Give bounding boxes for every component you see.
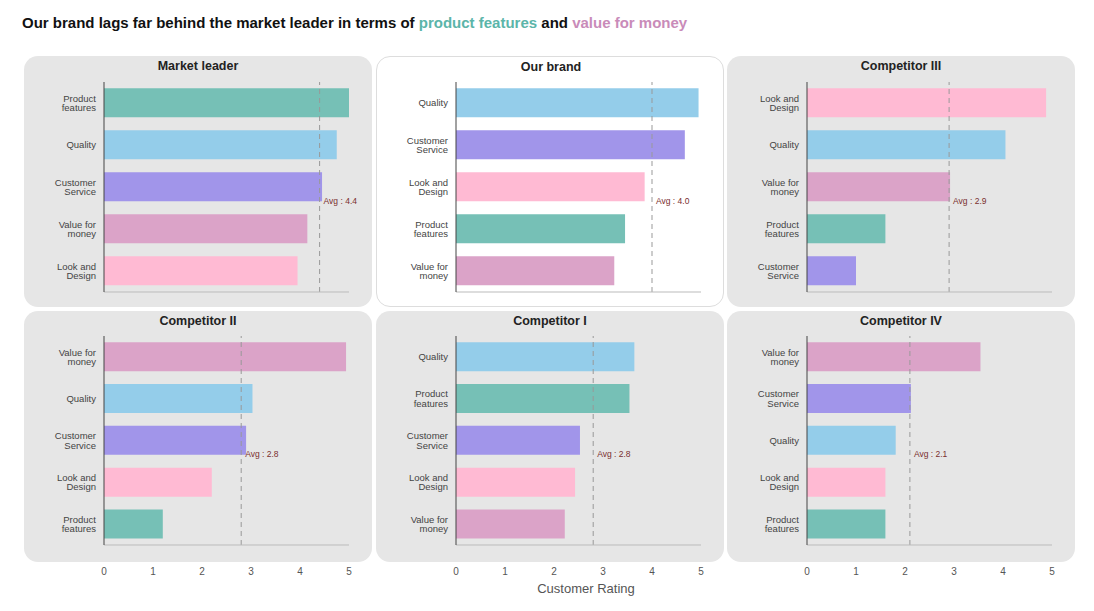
svg-text:Quality: Quality bbox=[418, 351, 448, 362]
svg-text:CustomerService: CustomerService bbox=[55, 177, 96, 198]
svg-text:2: 2 bbox=[199, 566, 205, 577]
svg-text:CustomerService: CustomerService bbox=[407, 135, 448, 156]
svg-text:Productfeatures: Productfeatures bbox=[414, 219, 449, 240]
svg-text:1: 1 bbox=[150, 566, 156, 577]
svg-text:Look andDesign: Look andDesign bbox=[760, 472, 799, 493]
svg-text:3: 3 bbox=[600, 566, 606, 577]
svg-text:Look andDesign: Look andDesign bbox=[57, 261, 96, 282]
svg-text:3: 3 bbox=[951, 566, 957, 577]
svg-text:3: 3 bbox=[248, 566, 254, 577]
svg-text:Avg : 4.4: Avg : 4.4 bbox=[324, 196, 358, 206]
svg-text:CustomerService: CustomerService bbox=[758, 388, 799, 409]
svg-text:Productfeatures: Productfeatures bbox=[62, 514, 97, 535]
svg-text:0: 0 bbox=[804, 566, 810, 577]
svg-text:Avg : 4.0: Avg : 4.0 bbox=[656, 196, 690, 206]
svg-text:Look andDesign: Look andDesign bbox=[760, 93, 799, 114]
svg-text:2: 2 bbox=[551, 566, 557, 577]
svg-text:CustomerService: CustomerService bbox=[407, 430, 448, 451]
svg-text:Quality: Quality bbox=[66, 393, 96, 404]
html-text:Competitor IV: Competitor IV bbox=[860, 314, 942, 328]
svg-text:Value formoney: Value formoney bbox=[59, 347, 97, 368]
html-text:Our brand lags far behind the: Our brand lags far behind the market lea… bbox=[22, 14, 688, 31]
html-text:Competitor II: Competitor II bbox=[159, 314, 237, 328]
svg-text:Avg : 2.8: Avg : 2.8 bbox=[245, 449, 279, 459]
svg-text:Value formoney: Value formoney bbox=[762, 347, 800, 368]
svg-text:5: 5 bbox=[346, 566, 352, 577]
svg-text:Productfeatures: Productfeatures bbox=[414, 388, 449, 409]
svg-text:CustomerService: CustomerService bbox=[55, 430, 96, 451]
svg-text:4: 4 bbox=[297, 566, 303, 577]
svg-text:Quality: Quality bbox=[769, 435, 799, 446]
svg-text:5: 5 bbox=[698, 566, 704, 577]
html-text:Competitor I: Competitor I bbox=[513, 314, 587, 328]
svg-text:0: 0 bbox=[453, 566, 459, 577]
svg-text:CustomerService: CustomerService bbox=[758, 261, 799, 282]
svg-text:Look andDesign: Look andDesign bbox=[409, 472, 448, 493]
svg-text:Quality: Quality bbox=[66, 139, 96, 150]
svg-text:2: 2 bbox=[902, 566, 908, 577]
svg-text:Productfeatures: Productfeatures bbox=[765, 514, 800, 535]
svg-text:1: 1 bbox=[502, 566, 508, 577]
svg-text:Avg : 2.8: Avg : 2.8 bbox=[597, 449, 631, 459]
svg-text:Value formoney: Value formoney bbox=[59, 219, 97, 240]
svg-text:Avg : 2.9: Avg : 2.9 bbox=[953, 196, 987, 206]
html-text:Market leader: Market leader bbox=[157, 59, 239, 73]
svg-text:Quality: Quality bbox=[418, 97, 448, 108]
html-text:Competitor III: Competitor III bbox=[860, 59, 942, 73]
svg-text:Value formoney: Value formoney bbox=[411, 514, 449, 535]
html-text:Customer Rating: Customer Rating bbox=[537, 581, 635, 596]
svg-text:4: 4 bbox=[1000, 566, 1006, 577]
svg-text:Value formoney: Value formoney bbox=[411, 261, 449, 282]
svg-text:5: 5 bbox=[1049, 566, 1055, 577]
svg-text:1: 1 bbox=[853, 566, 859, 577]
svg-text:0: 0 bbox=[101, 566, 107, 577]
html-text:Our brand: Our brand bbox=[520, 60, 582, 74]
svg-text:4: 4 bbox=[649, 566, 655, 577]
svg-text:Value formoney: Value formoney bbox=[762, 177, 800, 198]
svg-text:Quality: Quality bbox=[769, 139, 799, 150]
svg-text:Productfeatures: Productfeatures bbox=[765, 219, 800, 240]
svg-text:Look andDesign: Look andDesign bbox=[57, 472, 96, 493]
svg-text:Productfeatures: Productfeatures bbox=[62, 93, 97, 114]
svg-text:Look andDesign: Look andDesign bbox=[409, 177, 448, 198]
svg-text:Avg : 2.1: Avg : 2.1 bbox=[914, 449, 948, 459]
